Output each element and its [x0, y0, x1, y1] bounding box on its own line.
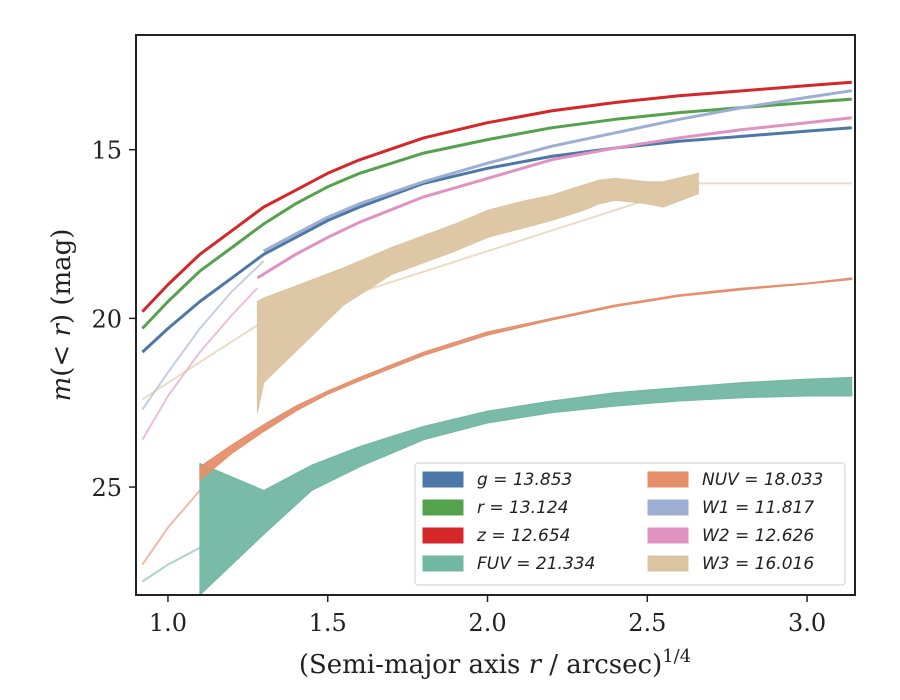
x-tick-label: 1.0 [149, 609, 187, 637]
legend-frame [414, 462, 846, 586]
x-axis-label-var: r [529, 650, 543, 680]
legend-label-r: r = 13.124 [477, 498, 569, 518]
series-w2-line [256, 116, 852, 280]
legend-swatch-g [422, 471, 464, 488]
series-r-line [141, 97, 852, 330]
legend: g = 13.853 r = 13.124 z = 12.654 FUV = 21.3… [414, 462, 846, 586]
plot-frame [135, 34, 856, 596]
legend-label-fuv: FUV = 21.334 [477, 554, 595, 574]
legend-label-w3: W3 = 16.016 [702, 554, 814, 574]
y-axis-label-post: ) (mag) [47, 229, 77, 325]
legend-swatch-nuv [647, 471, 689, 488]
series-g-line [141, 126, 852, 354]
series-nuv-band [199, 277, 853, 482]
legend-label-w2: W2 = 12.626 [702, 526, 814, 546]
series-z-line [141, 80, 852, 313]
y-axis-label: m(< r) (mag) [47, 229, 77, 402]
x-tick-label: 2.0 [468, 609, 506, 637]
x-axis-label-rest: / arcsec) [541, 650, 662, 680]
legend-swatch-r [422, 499, 464, 516]
legend-swatch-w2 [647, 527, 689, 544]
series-layer [141, 80, 853, 595]
legend-label-nuv: NUV = 18.033 [702, 470, 823, 490]
series-w3-band [256, 172, 699, 413]
legend-label-g: g = 13.853 [477, 470, 572, 490]
legend-swatch-z [422, 527, 464, 544]
ticks-layer: 1.0 1.5 2.0 2.5 3.0 15 20 25 [91, 137, 826, 637]
legend-swatch-w1 [647, 499, 689, 516]
series-w1-line [263, 89, 853, 253]
series-nuv-extrapolation [141, 489, 201, 566]
x-axis-label-main: (Semi-major axis [299, 650, 529, 680]
legend-label-z: z = 12.654 [476, 526, 570, 546]
series-fuv-band [199, 376, 853, 595]
series-fuv-extrapolation [141, 546, 201, 583]
y-axis-label-m: m [47, 377, 77, 402]
series-w2-extrapolation [141, 287, 259, 441]
x-axis-label: (Semi-major axis r / arcsec)1/4 [299, 646, 691, 680]
legend-swatch-fuv [422, 555, 464, 572]
y-axis-label-pre: (< [47, 337, 77, 377]
series-w1-extrapolation [141, 260, 265, 411]
y-tick-label: 20 [91, 305, 122, 333]
y-axis-label-var: r [47, 323, 77, 337]
x-tick-label: 1.5 [309, 609, 347, 637]
x-axis-label-sup: 1/4 [662, 646, 691, 667]
x-tick-label: 2.5 [628, 609, 666, 637]
x-tick-label: 3.0 [788, 609, 826, 637]
y-tick-label: 15 [91, 137, 122, 165]
legend-label-w1: W1 = 11.817 [702, 498, 814, 518]
legend-swatch-w3 [647, 555, 689, 572]
y-tick-label: 25 [91, 474, 122, 502]
